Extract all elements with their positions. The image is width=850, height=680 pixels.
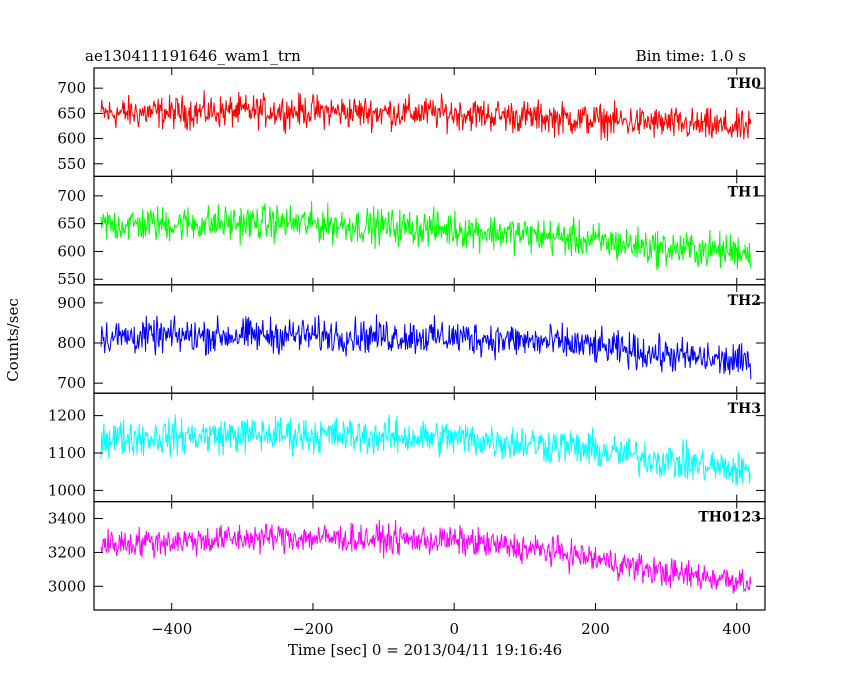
y-tick-label: 550 (57, 270, 86, 288)
panel-label-th2: TH2 (728, 293, 761, 309)
y-tick-label: 600 (57, 242, 86, 260)
x-tick-label: 0 (449, 620, 459, 638)
series-line-th2 (100, 314, 752, 380)
panel-th2: 700 800 900 TH2 (57, 284, 766, 394)
panel-frame (93, 175, 766, 286)
y-tick-label: 1000 (48, 481, 86, 499)
x-tick-label: −200 (292, 620, 333, 638)
panel-label-th3: TH3 (728, 401, 761, 417)
x-axis-title: Time [sec] 0 = 2013/04/11 19:16:46 (288, 641, 562, 659)
x-axis-ticks: −400 −200 0 200 400 (151, 620, 751, 638)
y-tick-label: 1200 (48, 407, 86, 425)
bin-time-label: Bin time: 1.0 s (636, 47, 746, 65)
y-tick-label: 900 (57, 294, 86, 312)
panel-th0123: 3000 3200 3400 TH0123 (48, 501, 766, 611)
y-axis-title: Counts/sec (4, 298, 22, 382)
series-line-th0123 (100, 519, 752, 594)
series-line-th1 (100, 201, 752, 271)
y-tick-label: 650 (57, 215, 86, 233)
panel-label-th0123: TH0123 (698, 510, 761, 526)
y-tick-label: 700 (57, 374, 86, 392)
x-tick-label: 400 (722, 620, 751, 638)
x-tick-label: 200 (581, 620, 610, 638)
panel-frame (93, 501, 766, 611)
chart-title: ae130411191646_wam1_trn (85, 47, 301, 65)
panels-group: 550 600 650 700 TH0 550 600 650 700 TH1 700 800 900 T… (48, 67, 766, 611)
panel-th1: 550 600 650 700 TH1 (57, 175, 766, 288)
panel-th3: 1000 1100 1200 TH3 (48, 392, 766, 503)
series-line-th0 (100, 90, 752, 141)
panel-label-th1: TH1 (728, 184, 761, 200)
x-tick-label: −400 (151, 620, 192, 638)
y-tick-label: 700 (57, 187, 86, 205)
y-tick-label: 3200 (48, 543, 86, 561)
series-line-th3 (100, 414, 752, 487)
y-tick-label: 600 (57, 130, 86, 148)
y-tick-label: 800 (57, 334, 86, 352)
y-tick-label: 1100 (48, 444, 86, 462)
y-tick-label: 650 (57, 104, 86, 122)
y-tick-label: 700 (57, 79, 86, 97)
panel-label-th0: TH0 (728, 76, 762, 92)
panel-th0: 550 600 650 700 TH0 (57, 67, 766, 178)
y-tick-label: 550 (57, 155, 86, 173)
y-tick-label: 3400 (48, 510, 86, 528)
y-tick-label: 3000 (48, 577, 86, 595)
